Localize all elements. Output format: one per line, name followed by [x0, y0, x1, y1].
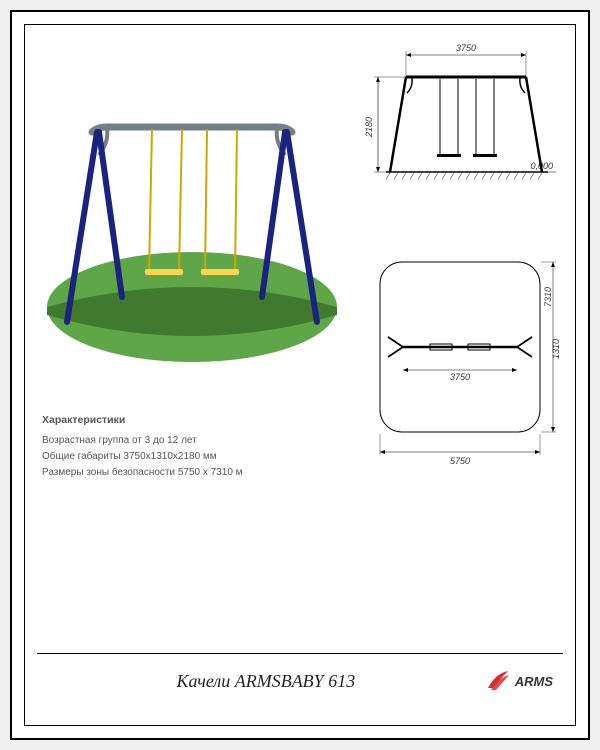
dim-width: 3750 [456, 43, 476, 53]
title-bar: Качели ARMSBABY 613 ARMS [37, 653, 563, 708]
top-plan-view: 3750 1310 5750 7310 [358, 242, 563, 472]
safety-depth: 7310 [543, 287, 553, 307]
brand-name: ARMS [515, 674, 553, 689]
specs-block: Характеристики Возрастная группа от 3 до… [42, 412, 362, 481]
logo-icon [485, 668, 511, 694]
render-3d-view [37, 37, 347, 407]
spec-dims: Общие габариты 3750х1310х2180 мм [42, 449, 362, 465]
plan-inner-width: 3750 [450, 372, 470, 382]
product-title: Качели ARMSBABY 613 [47, 671, 485, 692]
front-elevation-view: 3750 2180 0,000 [358, 37, 563, 212]
safety-width: 5750 [450, 456, 470, 466]
dim-height: 2180 [364, 117, 374, 138]
spec-safety: Размеры зоны безопасности 5750 х 7310 м [42, 465, 362, 481]
spec-age: Возрастная группа от 3 до 12 лет [42, 433, 362, 449]
brand-logo: ARMS [485, 668, 553, 694]
plan-depth: 1310 [551, 339, 561, 359]
specs-heading: Характеристики [42, 412, 362, 429]
drawing-sheet: 3750 2180 0,000 [10, 10, 590, 740]
